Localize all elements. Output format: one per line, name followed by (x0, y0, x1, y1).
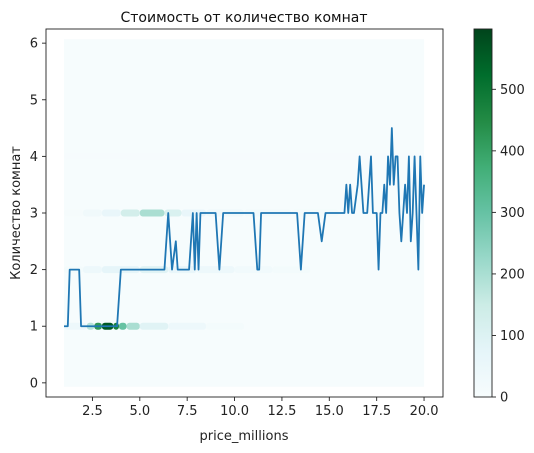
x-tick-label: 15.0 (315, 404, 344, 419)
y-tick-label: 5 (30, 93, 38, 108)
colorbar-tick-label: 500 (500, 83, 525, 98)
hexbin-cell (164, 209, 182, 217)
colorbar-tick-label: 400 (500, 144, 525, 159)
hexbin-cell (82, 266, 102, 274)
colorbar-ticks: 0 100 200 300 400 500 (492, 83, 525, 406)
hexbin-cell (118, 322, 127, 330)
series-line (64, 127, 425, 328)
colorbar-tick-label: 0 (500, 391, 508, 406)
hexbin-cell (234, 266, 273, 274)
y-tick-label: 6 (30, 37, 38, 52)
hexbin-cell (168, 322, 207, 330)
colorbar-tick-label: 200 (500, 267, 525, 282)
colorbar-gradient (473, 28, 493, 398)
hexbin-cell (196, 266, 235, 274)
y-tick-label: 0 (30, 376, 38, 391)
x-tick-label: 10.0 (220, 404, 249, 419)
y-tick-label: 4 (30, 150, 38, 165)
hexbin-cell (82, 209, 102, 217)
hexbin-cell (126, 322, 140, 330)
x-axis-label: price_millions (200, 429, 289, 444)
colorbar-tick-label: 100 (500, 329, 525, 344)
colorbar-tick-label: 300 (500, 206, 525, 221)
x-tick-label: 5.0 (129, 404, 150, 419)
x-tick-label: 20.0 (410, 404, 439, 419)
hexbin-cell (139, 322, 169, 330)
x-tick-label: 7.5 (177, 404, 198, 419)
y-tick-label: 1 (30, 320, 38, 335)
hexbin-cell (206, 322, 245, 330)
x-tick-label: 12.5 (267, 404, 296, 419)
hexbin-cell (64, 152, 425, 160)
hexbin-cell (101, 209, 121, 217)
y-tick-label: 2 (30, 263, 38, 278)
x-axis-ticks: 2.5 5.0 7.5 10.0 12.5 15.0 17.5 20.0 (82, 397, 439, 419)
chart-title: Стоимость от количество комнат (121, 10, 368, 26)
y-axis-label: Количество комнат (9, 146, 24, 280)
y-axis-ticks: 0 1 2 3 4 5 6 (30, 37, 46, 391)
x-tick-label: 17.5 (362, 404, 391, 419)
hexbin-cell (64, 209, 83, 217)
hexbin-cell (64, 96, 425, 104)
colorbar: 0 100 200 300 400 500 (473, 28, 525, 406)
plot-area (64, 39, 425, 387)
hexbin-cell (139, 209, 165, 217)
hexbin-cell (120, 209, 140, 217)
y-tick-label: 3 (30, 207, 38, 222)
hexbin-cell (272, 266, 311, 274)
x-tick-label: 2.5 (82, 404, 103, 419)
